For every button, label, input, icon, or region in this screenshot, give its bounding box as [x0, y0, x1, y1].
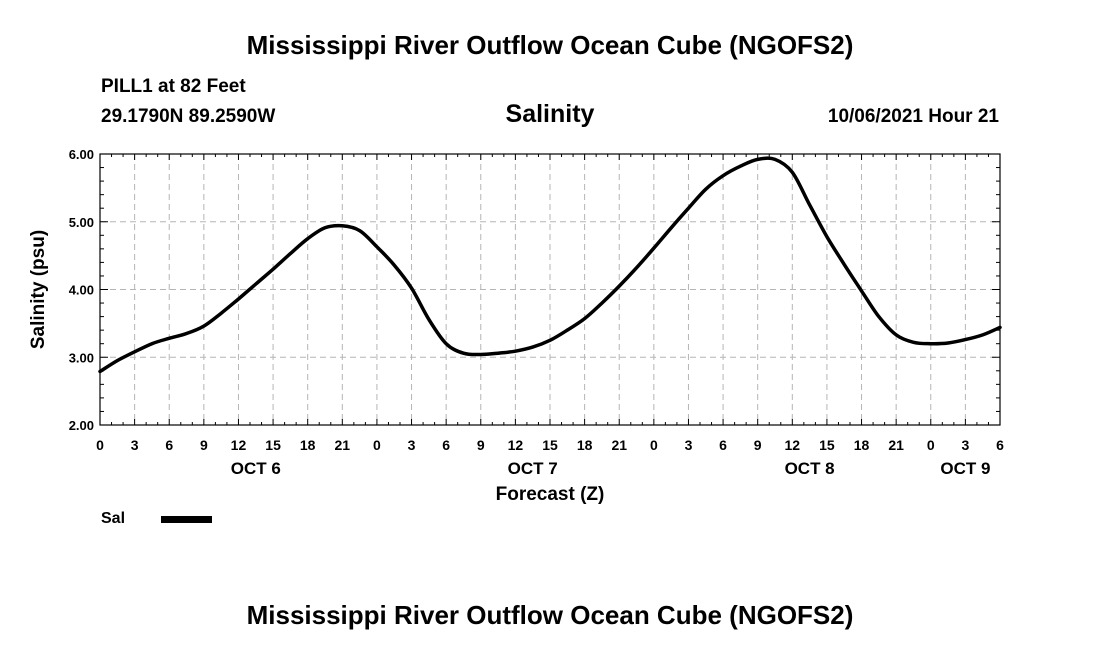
- legend-label: Sal: [101, 510, 126, 527]
- x-tick-label: 12: [785, 437, 801, 453]
- x-tick-label: 3: [685, 437, 693, 453]
- variable-title: Salinity: [505, 100, 595, 128]
- x-tick-label: 15: [542, 437, 558, 453]
- x-tick-label: 18: [300, 437, 316, 453]
- x-tick-label: 6: [719, 437, 727, 453]
- salinity-line: [98, 156, 1002, 374]
- chart-title: Mississippi River Outflow Ocean Cube (NG…: [246, 30, 854, 60]
- x-tick-label: 3: [961, 437, 969, 453]
- x-tick-label: 0: [96, 437, 104, 453]
- x-tick-label: 18: [854, 437, 870, 453]
- x-tick-label: 3: [131, 437, 139, 453]
- station-label: PILL1 at 82 Feet: [101, 76, 246, 97]
- day-label: OCT 8: [785, 459, 835, 478]
- x-axis-label: Forecast (Z): [496, 484, 605, 505]
- y-tick-label: 6.00: [69, 147, 94, 162]
- y-tick-label: 3.00: [69, 350, 94, 365]
- x-tick-label: 6: [165, 437, 173, 453]
- station-coordinates: 29.1790N 89.2590W: [101, 106, 276, 127]
- x-tick-label: 21: [611, 437, 627, 453]
- day-label: OCT 6: [231, 459, 281, 478]
- x-tick-label: 0: [650, 437, 658, 453]
- x-tick-label: 9: [200, 437, 208, 453]
- footer-title: Mississippi River Outflow Ocean Cube (NG…: [246, 600, 854, 630]
- y-axis-label: Salinity (psu): [28, 230, 49, 349]
- x-tick-label: 9: [477, 437, 485, 453]
- y-tick-label: 5.00: [69, 215, 94, 230]
- x-tick-label: 15: [265, 437, 281, 453]
- forecast-timestamp: 10/06/2021 Hour 21: [827, 106, 999, 127]
- x-tick-label: 15: [819, 437, 835, 453]
- x-tick-label: 9: [754, 437, 762, 453]
- x-tick-label: 12: [231, 437, 247, 453]
- x-tick-label: 21: [335, 437, 351, 453]
- x-tick-labels: 0 3 6 9 12 15 18 21 0 3 6 9 12 15 18 21 0 3 6 9 12 15 18 21 0 3 6: [96, 437, 1004, 453]
- x-tick-label: 0: [927, 437, 935, 453]
- day-label: OCT 9: [940, 459, 990, 478]
- day-labels: OCT 6 OCT 7 OCT 8 OCT 9: [231, 459, 991, 478]
- x-tick-label: 21: [888, 437, 904, 453]
- x-tick-label: 6: [996, 437, 1004, 453]
- y-tick-label: 2.00: [69, 418, 94, 433]
- x-tick-label: 12: [508, 437, 524, 453]
- x-tick-label: 3: [408, 437, 416, 453]
- day-label: OCT 7: [508, 459, 558, 478]
- x-tick-label: 0: [373, 437, 381, 453]
- y-tick-labels: 2.00 3.00 4.00 5.00 6.00: [69, 147, 94, 433]
- y-tick-label: 4.00: [69, 283, 94, 298]
- x-tick-label: 18: [577, 437, 593, 453]
- axis-ticks: [99, 153, 1001, 426]
- x-tick-label: 6: [442, 437, 450, 453]
- grid-lines: [100, 154, 1000, 425]
- legend-swatch: [161, 516, 212, 523]
